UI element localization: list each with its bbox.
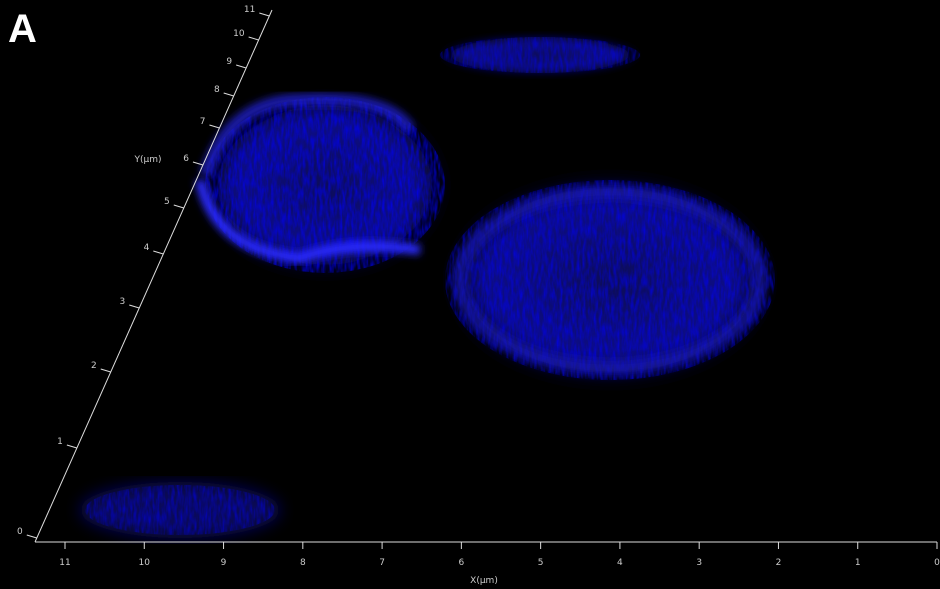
cell-bottom-texture [85, 485, 275, 535]
y-tick [101, 369, 111, 372]
y-tick-label: 10 [233, 29, 245, 39]
y-tick-label: 0 [17, 527, 23, 537]
y-tick [129, 305, 139, 308]
y-tick [249, 37, 259, 40]
x-tick-label: 6 [458, 558, 464, 568]
body: X(µm) Y(µm) A 11109876543210012345678910… [0, 0, 940, 589]
y-axis-line [35, 10, 272, 542]
y-tick-label: 9 [226, 57, 232, 67]
x-tick-label: 10 [139, 558, 151, 568]
y-tick [27, 535, 37, 538]
y-tick-label: 7 [200, 117, 206, 127]
y-tick-label: 4 [144, 243, 150, 253]
y-tick-label: 6 [183, 154, 189, 164]
cells [80, 35, 780, 538]
page: {"panel_label": "A", "x_axis": {"label":… [0, 0, 940, 589]
x-tick-label: 5 [538, 558, 544, 568]
x-tick-label: 9 [221, 558, 227, 568]
y-tick-label: 11 [244, 5, 255, 15]
y-tick [153, 251, 163, 254]
y-tick-label: 2 [91, 361, 97, 371]
y-tick [174, 205, 184, 208]
x-axis-title: X(µm) [470, 576, 498, 586]
y-tick [259, 13, 269, 16]
x-tick-label: 8 [300, 558, 306, 568]
cell-top-texture [440, 37, 640, 73]
cell-right-texture [445, 180, 775, 380]
y-tick [209, 125, 219, 128]
x-tick-label: 2 [776, 558, 782, 568]
x-tick-label: 7 [379, 558, 385, 568]
x-tick-label: 0 [934, 558, 940, 568]
x-tick-label: 4 [617, 558, 623, 568]
y-axis-title: Y(µm) [133, 155, 161, 165]
y-tick [67, 445, 77, 448]
y-tick-label: 1 [57, 437, 63, 447]
y-tick-label: 3 [120, 297, 126, 307]
y-tick [236, 65, 246, 68]
y-tick [224, 93, 234, 96]
panel-label: A [8, 7, 37, 51]
y-tick-label: 8 [214, 85, 220, 95]
x-tick-label: 1 [855, 558, 861, 568]
x-tick-label: 11 [59, 558, 70, 568]
x-tick-label: 3 [696, 558, 702, 568]
y-tick-label: 5 [164, 197, 170, 207]
figure: X(µm) Y(µm) A 11109876543210012345678910… [0, 0, 940, 589]
y-tick [193, 162, 203, 165]
